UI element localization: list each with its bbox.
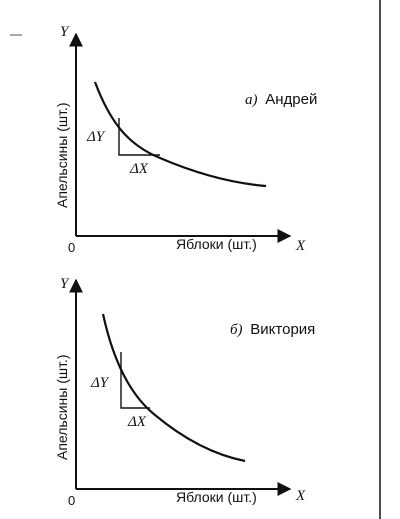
delta-y-label: ΔY xyxy=(90,375,110,391)
y-axis-label: Апельсины (шт.) xyxy=(54,354,70,460)
x-axis-label: Яблоки (шт.) xyxy=(176,236,257,252)
panel-viktoria: Y X 0 Апельсины (шт.) Яблоки (шт.) ΔY ΔX… xyxy=(54,276,315,508)
delta-x-label: ΔX xyxy=(129,161,149,177)
x-axis-letter: X xyxy=(295,238,306,254)
indifference-curve xyxy=(93,81,267,188)
origin-label: 0 xyxy=(68,240,75,255)
y-axis-letter: Y xyxy=(60,24,70,40)
slope-triangle xyxy=(120,352,150,409)
delta-y-label: ΔY xyxy=(86,129,106,145)
indifference-curve xyxy=(101,313,246,463)
y-axis-letter: Y xyxy=(60,276,70,292)
panel-title: а) Андрей xyxy=(245,91,317,108)
origin-label: 0 xyxy=(68,493,75,508)
panel-andrey: Y X 0 Апельсины (шт.) Яблоки (шт.) ΔY ΔX… xyxy=(54,24,317,255)
delta-x-label: ΔX xyxy=(127,414,147,430)
x-axis-label: Яблоки (шт.) xyxy=(176,489,257,505)
panel-title: б) Виктория xyxy=(230,321,315,338)
x-axis-letter: X xyxy=(295,488,306,504)
slope-triangle xyxy=(118,118,160,156)
y-axis-label: Апельсины (шт.) xyxy=(54,102,70,208)
